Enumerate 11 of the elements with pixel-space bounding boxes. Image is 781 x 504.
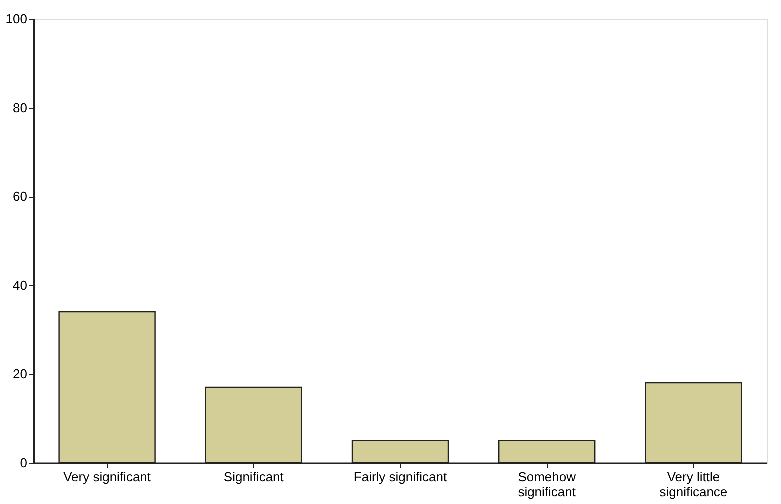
- y-tick-label: 20: [13, 366, 28, 382]
- x-tick-label: Somehow significant: [518, 470, 577, 500]
- y-tick-label: 0: [20, 456, 28, 470]
- x-tick-label: Significant: [224, 470, 284, 484]
- x-tick-label: Very little significance: [660, 470, 728, 500]
- y-tick-label: 100: [6, 12, 28, 26]
- x-tick-label: Fairly significant: [354, 470, 448, 484]
- x-tick-label: Very significant: [64, 470, 152, 484]
- y-tick-label: 60: [13, 189, 28, 204]
- y-tick-label: 80: [13, 100, 28, 116]
- y-tick-label: 40: [13, 278, 28, 293]
